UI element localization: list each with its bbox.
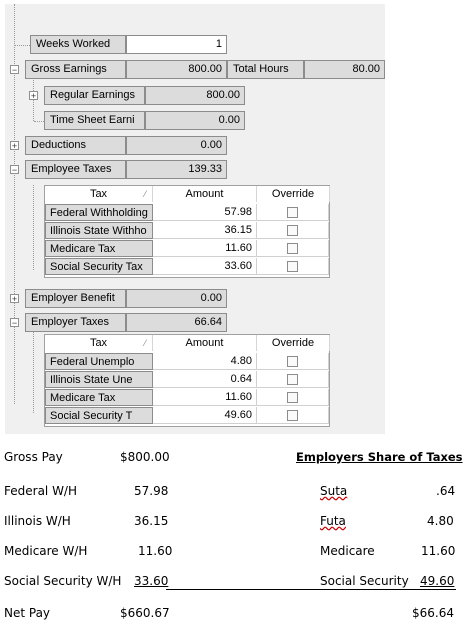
- grid-tax-name: Medicare Tax: [45, 389, 153, 406]
- grid-tax-amount[interactable]: 11.60: [153, 240, 257, 257]
- employer-taxes-value: 66.64: [126, 313, 227, 332]
- summary-value: 11.60: [138, 544, 173, 558]
- tree-guide-line: [33, 185, 34, 270]
- regular-earnings-value: 800.00: [145, 86, 245, 105]
- employer-tax-grid: Tax ⁄ Amount Override Federal Unemplo 4.8…: [44, 334, 330, 427]
- grid-header-tax[interactable]: Tax ⁄: [45, 335, 153, 351]
- grid-header-amount[interactable]: Amount: [153, 186, 257, 202]
- grid-header-label: Tax: [89, 337, 108, 349]
- tree-connector: [15, 45, 30, 46]
- tree-guide-line: [14, 4, 15, 404]
- grid-tax-name: Social Security Tax: [45, 258, 153, 275]
- grid-header-label: Tax: [89, 188, 108, 200]
- summary-value: $800.00: [120, 450, 170, 464]
- grid-tax-amount[interactable]: 57.98: [153, 204, 257, 221]
- weeks-worked-input[interactable]: 1: [126, 35, 227, 54]
- grid-tax-amount[interactable]: 11.60: [153, 389, 257, 406]
- grid-override-cell: [257, 222, 329, 239]
- employers-share-title: Employers Share of Taxes: [296, 450, 463, 464]
- grid-override-cell: [257, 407, 329, 424]
- override-checkbox[interactable]: [287, 243, 298, 254]
- gross-earnings-value: 800.00: [126, 60, 227, 79]
- summary-value: 33.60: [134, 574, 169, 588]
- summary-value: 57.98: [134, 484, 169, 498]
- override-checkbox[interactable]: [287, 225, 298, 236]
- expand-deductions-icon[interactable]: +: [10, 141, 19, 151]
- employer-benefit-value: 0.00: [126, 289, 227, 308]
- employer-benefit-label: Employer Benefit: [25, 289, 126, 308]
- time-sheet-earnings-label: Time Sheet Earni: [44, 111, 145, 130]
- regular-earnings-label: Regular Earnings: [44, 86, 145, 105]
- grid-header-override[interactable]: Override: [257, 186, 330, 202]
- override-checkbox[interactable]: [287, 261, 298, 272]
- summary-value: 4.80: [427, 514, 454, 528]
- gross-earnings-label: Gross Earnings: [25, 60, 126, 79]
- grid-override-cell: [257, 371, 329, 388]
- payroll-summary: Gross Pay $800.00 Federal W/H 57.98 Illi…: [0, 440, 475, 628]
- grid-tax-amount[interactable]: 4.80: [153, 353, 257, 370]
- grid-tax-name: Illinois State Withho: [45, 222, 153, 239]
- grid-header-amount[interactable]: Amount: [153, 335, 257, 351]
- override-checkbox[interactable]: [287, 207, 298, 218]
- total-hours-label: Total Hours: [227, 60, 304, 79]
- summary-label: Social Security W/H: [4, 574, 122, 588]
- summary-label: Federal W/H: [4, 484, 77, 498]
- grid-tax-name: Social Security T: [45, 407, 153, 424]
- grid-tax-name: Federal Withholding: [45, 204, 153, 221]
- override-checkbox[interactable]: [287, 374, 298, 385]
- weeks-worked-label: Weeks Worked: [30, 35, 126, 54]
- summary-value: 49.60: [420, 574, 455, 588]
- summary-value: 36.15: [134, 514, 169, 528]
- tree-connector: [34, 121, 44, 122]
- grid-tax-amount[interactable]: 49.60: [153, 407, 257, 424]
- grid-tax-name: Illinois State Une: [45, 371, 153, 388]
- summary-label: Medicare: [320, 544, 375, 558]
- override-checkbox[interactable]: [287, 356, 298, 367]
- grid-override-cell: [257, 353, 329, 370]
- grid-override-cell: [257, 240, 329, 257]
- deductions-value: 0.00: [126, 136, 227, 155]
- override-checkbox[interactable]: [287, 410, 298, 421]
- grid-override-cell: [257, 389, 329, 406]
- grid-header-override[interactable]: Override: [257, 335, 330, 351]
- summary-label: Illinois W/H: [4, 514, 71, 528]
- grid-override-cell: [257, 204, 329, 221]
- summary-total: $66.64: [412, 606, 454, 620]
- sort-icon: ⁄: [144, 189, 146, 199]
- employer-taxes-label: Employer Taxes: [25, 313, 126, 332]
- summary-label: Net Pay: [4, 606, 51, 620]
- grid-tax-name: Federal Unemplo: [45, 353, 153, 370]
- expand-regular-earnings-icon[interactable]: +: [29, 91, 38, 101]
- summary-value: .64: [436, 484, 456, 498]
- deductions-label: Deductions: [25, 136, 126, 155]
- summary-label: Gross Pay: [4, 450, 63, 464]
- grid-tax-amount[interactable]: 36.15: [153, 222, 257, 239]
- summary-label: Medicare W/H: [4, 544, 88, 558]
- employee-tax-grid: Tax ⁄ Amount Override Federal Withholding…: [44, 185, 330, 278]
- summary-label: Social Security: [320, 574, 409, 588]
- grid-override-cell: [257, 258, 329, 275]
- collapse-employee-taxes-icon[interactable]: −: [10, 165, 19, 175]
- grid-tax-amount[interactable]: 0.64: [153, 371, 257, 388]
- grid-tax-name: Medicare Tax: [45, 240, 153, 257]
- total-hours-value: 80.00: [304, 60, 385, 79]
- summary-label: Futa: [320, 514, 346, 528]
- total-rule: [166, 589, 456, 590]
- payroll-tree-panel: Weeks Worked 1 − Gross Earnings 800.00 T…: [5, 4, 385, 434]
- collapse-employer-taxes-icon[interactable]: −: [10, 318, 19, 328]
- summary-value: $660.67: [120, 606, 170, 620]
- grid-tax-amount[interactable]: 33.60: [153, 258, 257, 275]
- employee-taxes-value: 139.33: [126, 160, 227, 179]
- collapse-gross-earnings-icon[interactable]: −: [10, 65, 19, 75]
- expand-employer-benefit-icon[interactable]: +: [10, 294, 19, 304]
- tree-guide-line: [33, 328, 34, 413]
- employee-taxes-label: Employee Taxes: [25, 160, 126, 179]
- override-checkbox[interactable]: [287, 392, 298, 403]
- sort-icon: ⁄: [144, 338, 146, 348]
- time-sheet-earnings-value: 0.00: [145, 111, 245, 130]
- grid-header-tax[interactable]: Tax ⁄: [45, 186, 153, 202]
- summary-value: 11.60: [421, 544, 456, 558]
- summary-label: Suta: [320, 484, 348, 498]
